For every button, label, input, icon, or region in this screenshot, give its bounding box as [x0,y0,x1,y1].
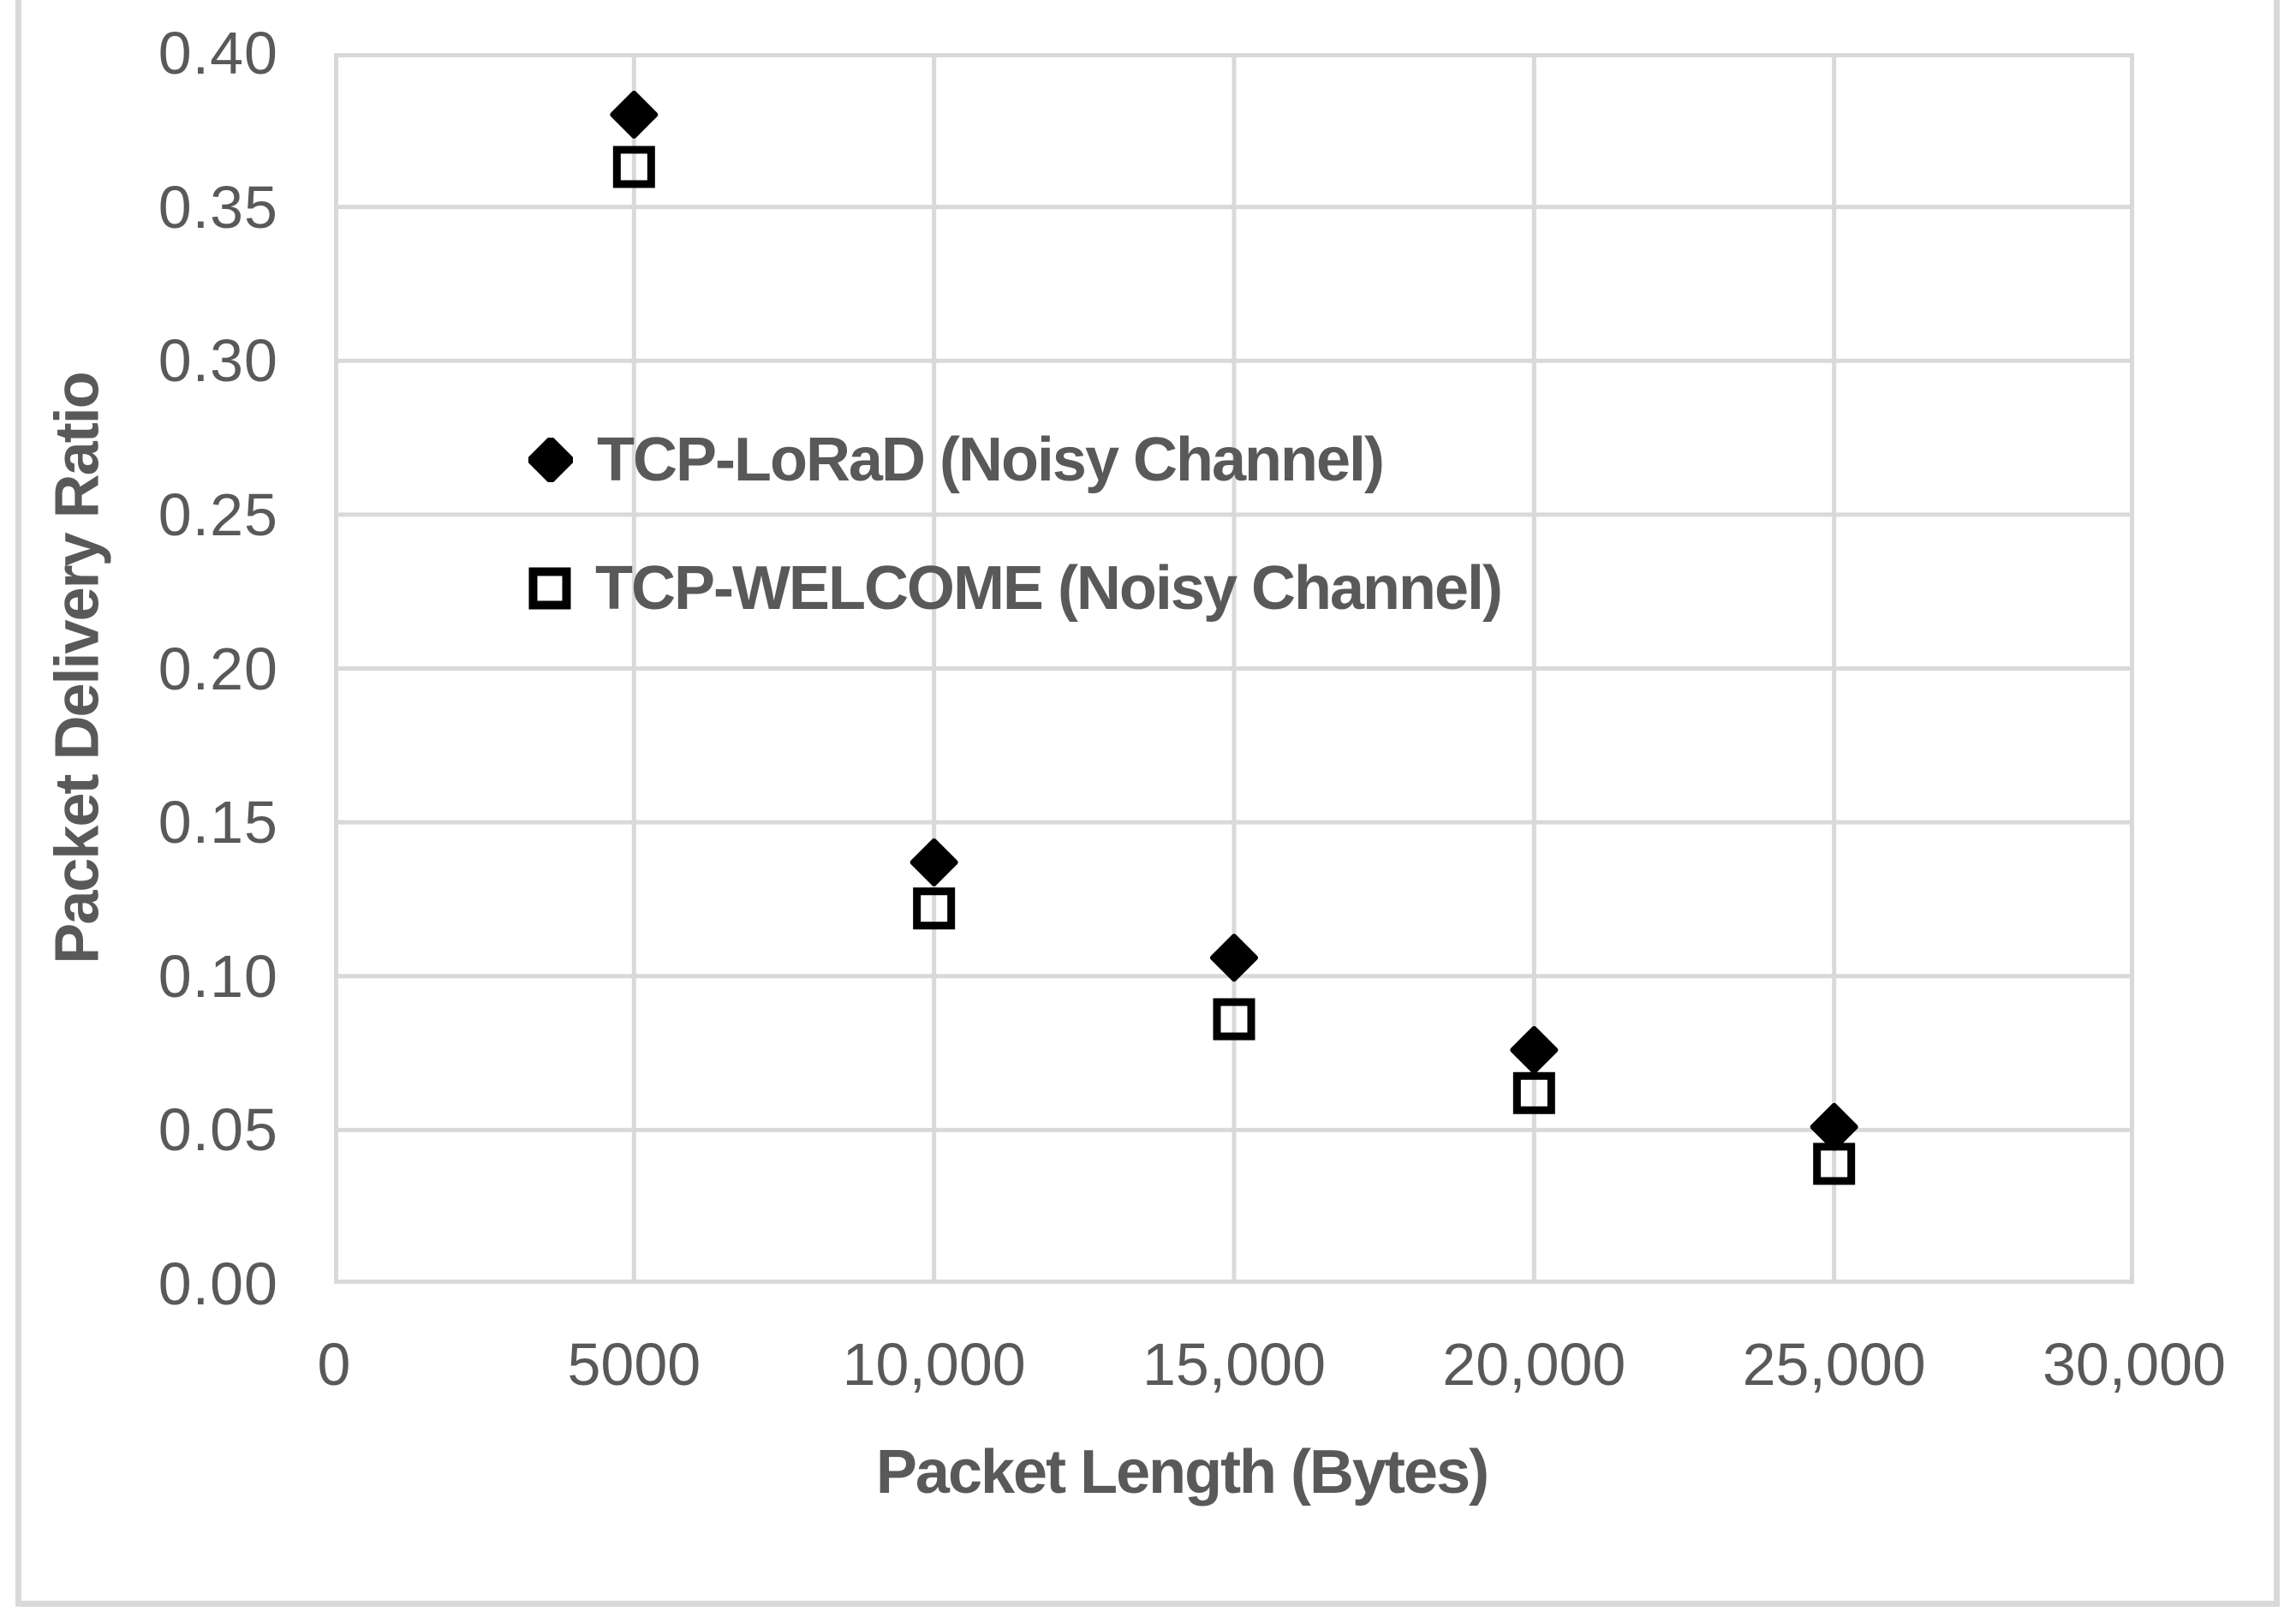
data-point-open-square [1512,1071,1555,1114]
y-tick-label: 0.15 [158,789,278,856]
legend-entry-tcp-welcome: TCP-WELCOME (Noisy Channel) [528,546,1503,631]
legend-label-tcp-lorad: TCP-LoRaD (Noisy Channel) [597,426,1385,494]
plot-border [334,53,2134,1284]
y-tick-label: 0.40 [158,20,278,87]
data-point-filled-diamond [610,90,659,139]
data-point-filled-diamond [1810,1102,1858,1151]
x-tick-label: 30,000 [2042,1331,2227,1398]
data-point-open-square [1213,998,1255,1041]
y-tick-label: 0.05 [158,1096,278,1164]
y-tick-label: 0.30 [158,327,278,395]
legend-label-tcp-welcome: TCP-WELCOME (Noisy Channel) [595,554,1503,623]
y-tick-label: 0.35 [158,173,278,241]
x-tick-label: 5000 [567,1331,701,1398]
open-square-icon [528,567,571,610]
plot-area: TCP-LoRaD (Noisy Channel) TCP-WELCOME (N… [334,53,2134,1284]
data-point-filled-diamond [909,838,958,886]
filled-diamond-icon [528,438,573,482]
x-tick-label: 10,000 [842,1331,1026,1398]
x-tick-label: 20,000 [1442,1331,1626,1398]
y-tick-label: 0.25 [158,480,278,548]
x-tick-label: 15,000 [1142,1331,1327,1398]
data-point-open-square [1813,1143,1856,1185]
x-tick-label: 0 [317,1331,351,1398]
data-point-open-square [612,146,655,188]
x-axis-title: Packet Length (Bytes) [875,1438,1489,1507]
data-point-filled-diamond [1510,1025,1559,1074]
x-tick-label: 25,000 [1742,1331,1926,1398]
y-tick-label: 0.20 [158,635,278,702]
plot-canvas [334,53,2134,1284]
data-point-filled-diamond [1210,934,1258,982]
y-tick-label: 0.10 [158,942,278,1010]
data-point-open-square [913,887,956,930]
y-tick-label: 0.00 [158,1250,278,1317]
legend-entry-tcp-lorad: TCP-LoRaD (Noisy Channel) [528,417,1385,503]
